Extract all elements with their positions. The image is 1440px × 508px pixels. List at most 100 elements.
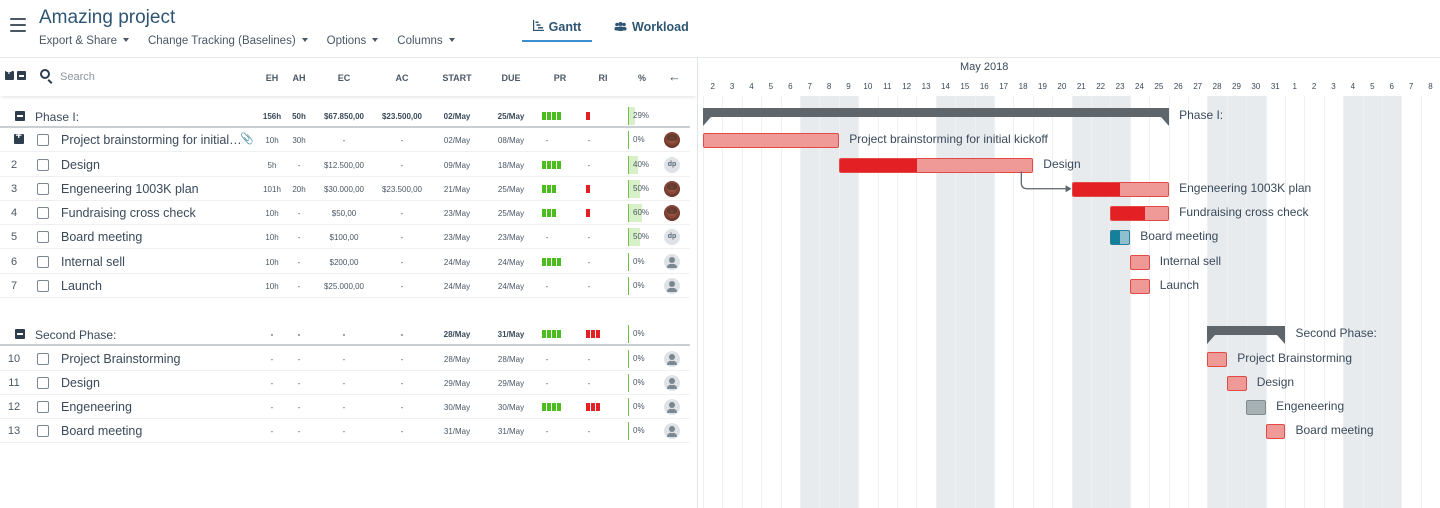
cell-due[interactable]: 25/May	[497, 209, 525, 218]
phase-summary-bar[interactable]	[1207, 326, 1286, 345]
cell-ac[interactable]: -	[400, 209, 404, 218]
cell-eh[interactable]: 156h	[262, 112, 282, 121]
risk-empty[interactable]: -	[587, 160, 591, 170]
cell-ec[interactable]: -	[342, 427, 346, 437]
cell-ac[interactable]: -	[400, 427, 404, 437]
avatar[interactable]	[664, 205, 680, 221]
table-row[interactable]: 10 Project Brainstorming - - - - 28/May 28/May -…	[0, 347, 690, 371]
cell-eh[interactable]: -	[270, 354, 274, 364]
cell-ec[interactable]: $30.000,00	[323, 184, 365, 194]
cell-start[interactable]: 09/May	[443, 160, 471, 170]
task-name[interactable]: Fundraising cross check	[61, 206, 196, 220]
cell-due[interactable]: 23/May	[497, 233, 525, 243]
cell-ec[interactable]: -	[342, 136, 346, 146]
cell-ec[interactable]: $25.000,00	[323, 281, 365, 291]
cell-ec[interactable]: -	[342, 403, 346, 412]
cell-ah[interactable]: -	[297, 233, 301, 243]
cell-eh[interactable]: 10h	[265, 281, 279, 291]
task-checkbox[interactable]	[37, 352, 49, 365]
table-row[interactable]: 5 Board meeting 10h - $100,00 - 23/May 23/May - -…	[0, 225, 690, 250]
cell-ah[interactable]: -	[297, 427, 301, 437]
phase-row[interactable]: Phase I: 156h 50h $67.850,00 $23.500,00 02/Ma…	[0, 104, 690, 128]
task-name[interactable]: Engeneering	[61, 400, 132, 414]
risk-indicator[interactable]	[586, 112, 590, 120]
table-row[interactable]: 12 Engeneering - - - - 30/May 30/May 0%	[0, 395, 690, 419]
risk-empty[interactable]: -	[587, 378, 591, 388]
risk-indicator[interactable]	[586, 184, 590, 193]
risk-empty[interactable]: -	[587, 281, 591, 291]
export-share-menu[interactable]: Export & Share	[39, 35, 129, 47]
priority-empty[interactable]: -	[545, 281, 549, 291]
task-bar[interactable]	[1207, 351, 1228, 367]
avatar[interactable]	[664, 132, 680, 149]
avatar[interactable]: dp	[664, 156, 680, 173]
task-bar[interactable]	[1071, 181, 1170, 197]
progress-cell[interactable]: 0%	[628, 252, 655, 271]
cell-start[interactable]: 30/May	[443, 403, 471, 412]
cell-due[interactable]: 25/May	[497, 184, 525, 194]
cell-ah[interactable]: -	[297, 354, 301, 364]
cell-ah[interactable]: 50h	[292, 112, 306, 121]
cell-ac[interactable]: -	[400, 257, 404, 267]
cell-ec[interactable]: -	[342, 378, 346, 388]
task-name[interactable]: Engeneering 1003K plan	[61, 181, 199, 196]
cell-due[interactable]: 24/May	[497, 281, 525, 291]
task-name[interactable]: Design	[61, 157, 100, 172]
cell-ec[interactable]: $100,00	[329, 233, 359, 243]
cell-eh[interactable]: 10h	[265, 136, 279, 146]
progress-cell[interactable]: 0%	[628, 422, 655, 441]
priority-empty[interactable]: -	[545, 354, 549, 364]
cell-ac[interactable]: -	[400, 378, 404, 388]
cell-ah[interactable]: -	[297, 257, 301, 267]
column-header-due[interactable]: DUE	[501, 73, 521, 83]
task-checkbox[interactable]	[37, 207, 49, 219]
cell-start[interactable]: 23/May	[443, 233, 471, 243]
task-name[interactable]: Project brainstorming for initial…	[61, 133, 242, 148]
cell-eh[interactable]: 10h	[265, 209, 279, 218]
task-name[interactable]: Board meeting	[61, 230, 143, 245]
cell-ec[interactable]: $12.500,00	[323, 160, 365, 170]
progress-cell[interactable]: 0%	[628, 325, 655, 344]
cell-ac[interactable]: -	[400, 354, 404, 364]
task-checkbox[interactable]	[37, 279, 49, 292]
table-row[interactable]: 2 Design 5h - $12.500,00 - 09/May 18/May - 40% dp	[0, 153, 690, 177]
task-checkbox[interactable]	[37, 425, 49, 438]
cell-start[interactable]: 21/May	[443, 184, 471, 194]
task-name[interactable]: Phase I:	[35, 110, 80, 124]
cell-start[interactable]: 29/May	[443, 378, 471, 388]
cell-eh[interactable]: -	[270, 330, 274, 340]
task-name[interactable]: Board meeting	[61, 424, 143, 439]
priority-indicator[interactable]	[542, 330, 561, 339]
column-header-start[interactable]: START	[442, 73, 472, 83]
task-bar[interactable]	[1129, 278, 1150, 294]
cell-start[interactable]: 24/May	[443, 257, 471, 267]
progress-cell[interactable]: 60%	[628, 204, 655, 222]
cell-ah[interactable]: -	[297, 330, 301, 340]
task-name[interactable]: Internal sell	[61, 254, 125, 269]
collapse-all-icon[interactable]	[17, 71, 26, 80]
task-checkbox[interactable]	[37, 231, 49, 244]
cell-ac[interactable]: -	[400, 233, 404, 243]
cell-ah[interactable]: -	[297, 160, 301, 170]
cell-start[interactable]: 24/May	[443, 281, 471, 291]
collapse-phase-icon[interactable]	[15, 111, 25, 121]
columns-menu[interactable]: Columns	[397, 35, 455, 47]
progress-cell[interactable]: 0%	[628, 373, 655, 392]
priority-empty[interactable]: -	[545, 136, 549, 146]
avatar-placeholder-icon[interactable]	[664, 350, 680, 367]
cell-eh[interactable]: -	[270, 427, 274, 437]
risk-empty[interactable]: -	[587, 257, 591, 267]
priority-empty[interactable]: -	[545, 427, 549, 437]
arrow-left-icon[interactable]: ←	[668, 69, 681, 84]
risk-indicator[interactable]	[586, 209, 590, 217]
cell-ec[interactable]: $67.850,00	[323, 112, 365, 121]
column-header-ri[interactable]: RI	[598, 73, 608, 83]
priority-indicator[interactable]	[542, 403, 561, 411]
cell-due[interactable]: 31/May	[497, 427, 525, 437]
cell-due[interactable]: 24/May	[497, 257, 525, 267]
task-name[interactable]: Launch	[61, 278, 103, 293]
priority-indicator[interactable]	[542, 257, 561, 266]
cell-due[interactable]: 08/May	[497, 136, 525, 146]
dependency-arrow[interactable]	[1020, 171, 1067, 190]
priority-indicator[interactable]	[542, 160, 561, 169]
